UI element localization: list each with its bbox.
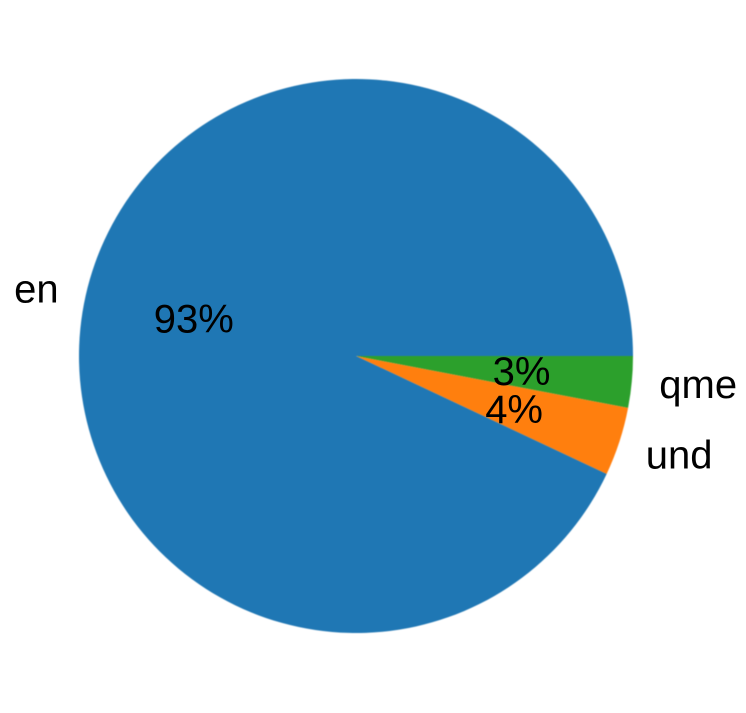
svg-text:4%: 4%	[485, 388, 543, 432]
svg-text:93%: 93%	[154, 297, 234, 341]
svg-text:qme: qme	[659, 363, 737, 407]
svg-text:und: und	[646, 434, 713, 478]
svg-text:en: en	[14, 267, 59, 311]
